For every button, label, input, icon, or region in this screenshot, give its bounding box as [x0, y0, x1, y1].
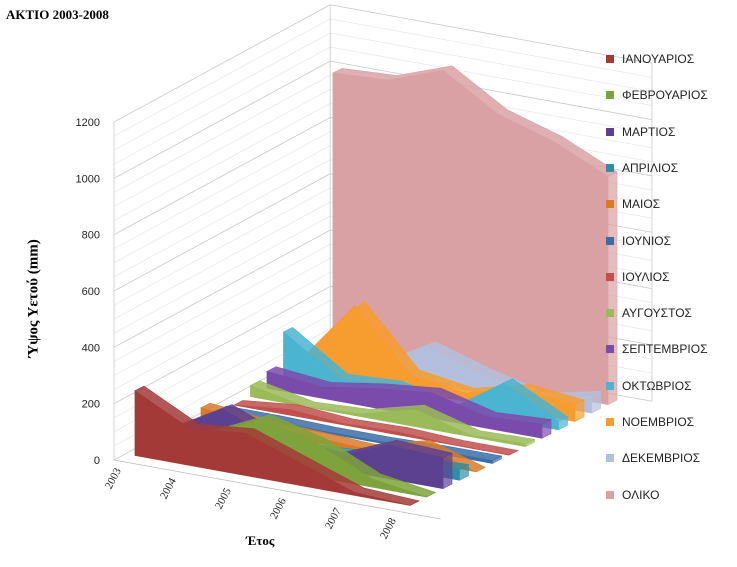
x-tick-label: 2007	[323, 506, 344, 532]
legend-label: ΣΕΠΤΕΜΒΡΙΟΣ	[622, 342, 708, 357]
legend-item: ΝΟΕΜΒΡΙΟΣ	[606, 413, 694, 431]
gridline-minor	[330, 18, 653, 78]
legend-swatch	[606, 91, 614, 100]
legend-item: ΣΕΠΤΕΜΒΡΙΟΣ	[606, 340, 708, 358]
gridline-side	[113, 4, 331, 123]
x-tick-label: 2003	[103, 466, 124, 492]
legend-swatch	[606, 381, 614, 390]
legend-item: ΑΥΓΟΥΣΤΟΣ	[606, 304, 692, 322]
gridline-minor	[113, 243, 331, 362]
legend-swatch	[606, 236, 614, 245]
gridline-minor	[113, 89, 331, 207]
legend-item: ΟΛΙΚΟ	[606, 486, 659, 504]
legend-item: ΙΑΝΟΥΑΡΙΟΣ	[606, 50, 694, 68]
gridline-minor	[113, 18, 331, 137]
legend-label: ΙΟΥΛΙΟΣ	[622, 269, 670, 284]
legend-item: ΙΟΥΛΙΟΣ	[606, 268, 670, 286]
gridline-minor	[113, 145, 331, 264]
gridline-side	[113, 173, 331, 292]
legend-swatch	[606, 454, 614, 463]
gridline-minor	[113, 215, 331, 334]
x-tick-label: 2005	[213, 486, 234, 512]
legend-item: ΑΠΡΙΛΙΟΣ	[606, 159, 678, 177]
legend-label: ΑΥΓΟΥΣΤΟΣ	[622, 306, 692, 321]
y-tick-label: 1200	[76, 117, 100, 129]
floor-edge	[113, 459, 441, 520]
gridline-minor	[113, 272, 331, 390]
gridline-side	[113, 117, 331, 236]
legend-item: ΦΕΒΡΟΥΑΡΙΟΣ	[606, 86, 708, 104]
legend-item: ΜΑΡΤΙΟΣ	[606, 123, 675, 141]
gridline-minor	[113, 187, 331, 306]
gridline-side	[113, 60, 331, 179]
gridline-minor	[113, 32, 331, 151]
series-cap-5	[475, 467, 486, 473]
legend-label: ΔΕΚΕΜΒΡΙΟΣ	[622, 451, 701, 466]
legend-swatch	[606, 163, 614, 172]
gridline-minor	[113, 201, 331, 320]
gridline-minor	[113, 258, 331, 376]
legend-item: ΔΕΚΕΜΒΡΙΟΣ	[606, 449, 700, 467]
x-tick-label: 2008	[378, 516, 399, 542]
legend-label: ΙΑΝΟΥΑΡΙΟΣ	[622, 52, 695, 66]
legend-item: ΙΟΥΝΙΟΣ	[606, 232, 671, 250]
series-cap-2	[426, 492, 436, 498]
series-area-1	[134, 390, 411, 506]
legend-label: ΜΑΡΤΙΟΣ	[622, 124, 676, 139]
gridline-back	[330, 60, 653, 121]
x-tick-label: 2006	[268, 496, 289, 522]
series-area-7	[233, 404, 510, 456]
y-tick-label: 600	[82, 286, 100, 298]
legend-label: ΦΕΒΡΟΥΑΡΙΟΣ	[622, 88, 708, 103]
series-area-13	[332, 70, 609, 406]
gridline-minor	[113, 103, 331, 221]
legend-swatch	[606, 55, 614, 63]
series-cap-3	[442, 452, 453, 490]
x-tick-label: 2004	[158, 476, 179, 502]
legend-label: ΟΚΤΩΒΡΙΟΣ	[622, 378, 692, 393]
y-axis-label: Ύψος Υετού (mm)	[25, 239, 42, 358]
legend-swatch	[606, 127, 614, 136]
legend-item: ΟΚΤΩΒΡΙΟΣ	[606, 377, 692, 395]
gridline-side	[113, 229, 331, 348]
gridline-side	[113, 286, 331, 405]
gridline-minor	[330, 46, 653, 106]
legend-label: ΝΟΕΜΒΡΙΟΣ	[622, 415, 695, 429]
legend-item: ΜΑΙΟΣ	[606, 195, 660, 213]
gridline-back	[330, 4, 653, 64]
legend-swatch	[606, 272, 614, 281]
series-area-9	[266, 370, 543, 439]
gridline-minor	[113, 131, 331, 250]
legend-swatch	[606, 418, 614, 426]
y-tick-label: 1000	[76, 173, 100, 185]
legend-swatch	[606, 490, 614, 499]
legend-label: ΑΠΡΙΛΙΟΣ	[622, 160, 679, 175]
legend-swatch	[606, 345, 614, 354]
y-tick-label: 800	[82, 230, 100, 242]
gridline-minor	[113, 159, 331, 278]
legend-label: ΟΛΙΚΟ	[622, 487, 660, 502]
legend-swatch	[606, 309, 614, 318]
gridline-minor	[113, 74, 331, 193]
series-area-8	[250, 384, 526, 448]
y-tick-label: 200	[82, 399, 100, 411]
legend-label: ΙΟΥΝΙΟΣ	[622, 233, 672, 248]
legend-swatch	[606, 200, 614, 209]
gridline-minor	[330, 32, 653, 92]
legend-label: ΜΑΙΟΣ	[622, 197, 661, 212]
y-tick-label: 400	[82, 342, 100, 354]
series-cap-7	[508, 450, 519, 456]
x-axis-label: Έτος	[246, 533, 275, 548]
series-cap-1	[409, 500, 420, 506]
chart-title: ΑΚΤΙΟ 2003-2008	[6, 7, 109, 22]
gridline-minor	[113, 46, 331, 165]
y-tick-label: 0	[94, 455, 100, 467]
